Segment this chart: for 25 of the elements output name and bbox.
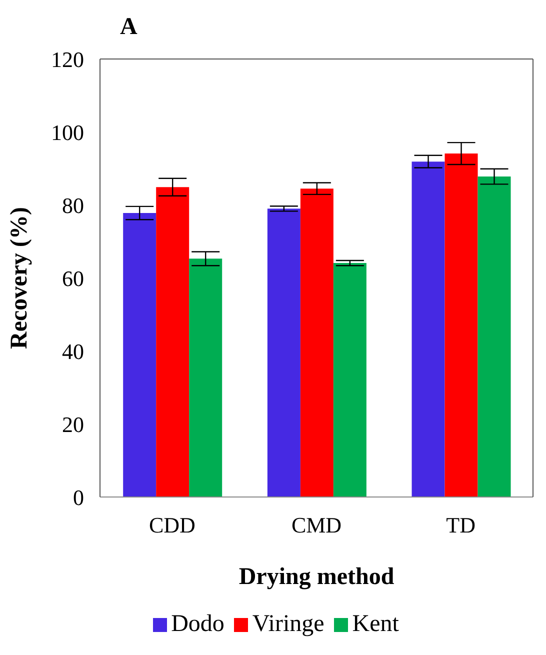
bar <box>333 263 366 497</box>
x-axis-title: Drying method <box>238 564 395 590</box>
bar <box>412 162 445 497</box>
bar <box>444 154 478 497</box>
x-tick-label: CDD <box>148 512 196 538</box>
chart-title: A <box>120 14 138 41</box>
y-tick-label: 120 <box>51 46 84 72</box>
legend-label: Dodo <box>171 611 224 637</box>
y-tick-label: 60 <box>62 266 84 291</box>
y-tick-label: 100 <box>51 120 84 145</box>
y-axis-title: Recovery (%) <box>6 207 33 349</box>
y-tick-label: 20 <box>62 412 84 437</box>
x-tick-label: TD <box>446 512 476 538</box>
bar <box>189 258 222 497</box>
bar <box>478 176 511 497</box>
bar <box>123 213 156 497</box>
bar <box>300 188 334 497</box>
y-tick-label: 80 <box>62 192 84 218</box>
bar <box>156 187 190 497</box>
bar <box>267 208 300 497</box>
y-tick-label: 0 <box>73 484 84 510</box>
legend-label: Viringe <box>252 611 324 637</box>
y-tick-label: 40 <box>62 338 84 364</box>
legend-label: Kent <box>352 611 399 637</box>
x-tick-label: CMD <box>291 512 342 538</box>
